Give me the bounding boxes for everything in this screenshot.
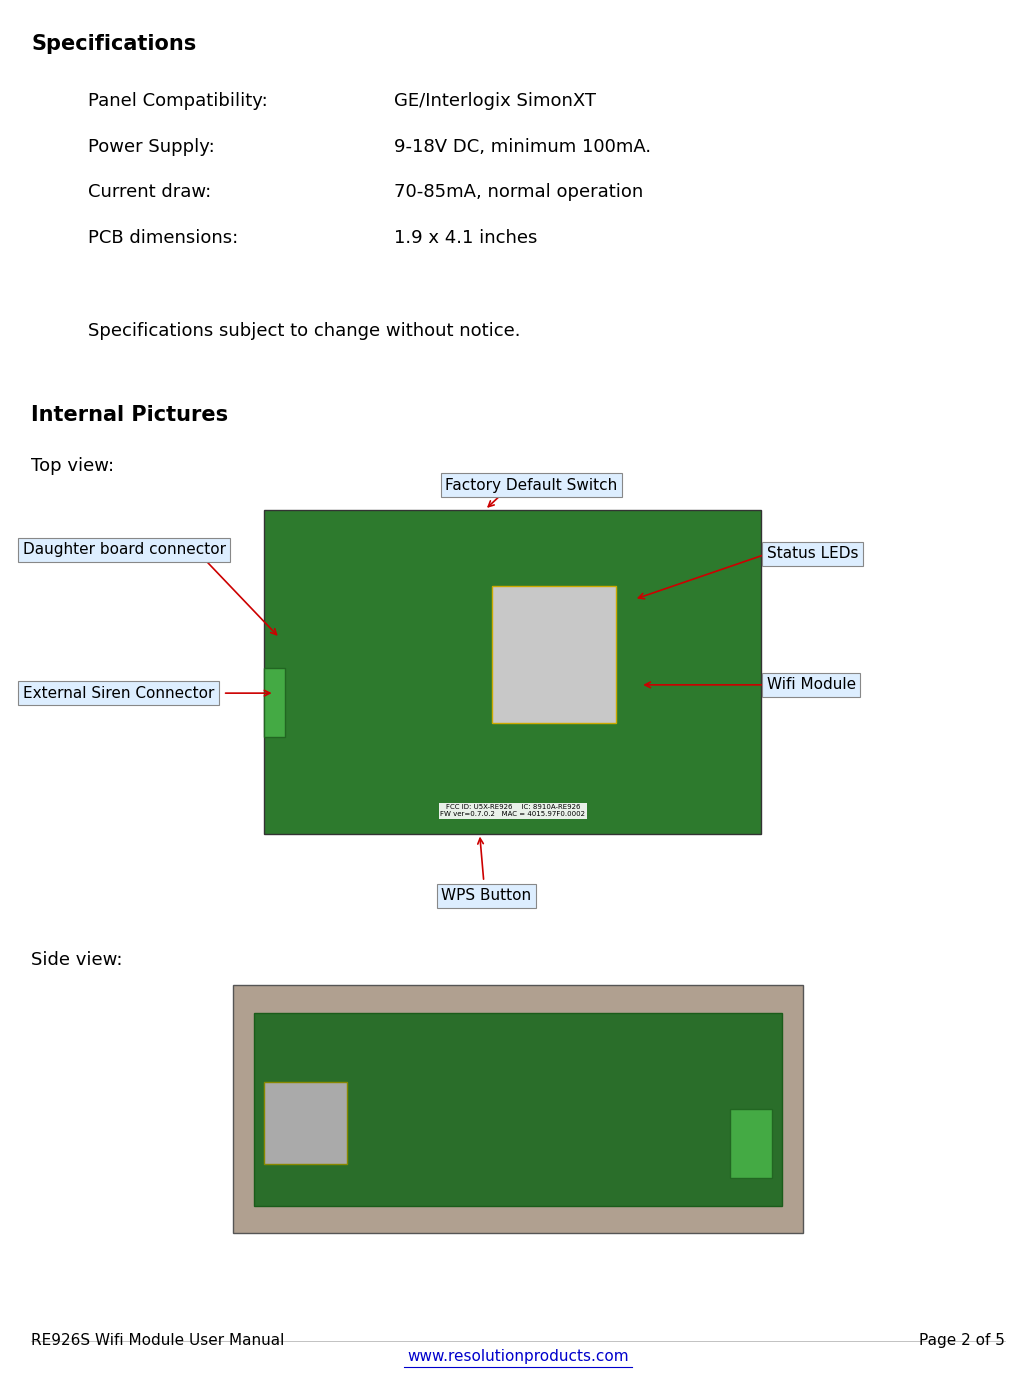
Text: Status LEDs: Status LEDs bbox=[767, 547, 858, 561]
Text: Top view:: Top view: bbox=[31, 457, 114, 475]
Text: www.resolutionproducts.com: www.resolutionproducts.com bbox=[407, 1349, 629, 1364]
Text: 70-85mA, normal operation: 70-85mA, normal operation bbox=[394, 183, 643, 201]
Text: Specifications subject to change without notice.: Specifications subject to change without… bbox=[88, 322, 520, 340]
Text: External Siren Connector: External Siren Connector bbox=[23, 686, 214, 700]
Text: 9-18V DC, minimum 100mA.: 9-18V DC, minimum 100mA. bbox=[394, 138, 651, 156]
FancyBboxPatch shape bbox=[254, 1013, 782, 1206]
Text: RE926S Wifi Module User Manual: RE926S Wifi Module User Manual bbox=[31, 1333, 285, 1348]
Text: WPS Button: WPS Button bbox=[441, 889, 531, 903]
FancyBboxPatch shape bbox=[264, 668, 285, 737]
Text: PCB dimensions:: PCB dimensions: bbox=[88, 229, 238, 247]
Text: Factory Default Switch: Factory Default Switch bbox=[445, 478, 617, 492]
FancyBboxPatch shape bbox=[730, 1109, 772, 1178]
FancyBboxPatch shape bbox=[233, 985, 803, 1233]
FancyBboxPatch shape bbox=[264, 1082, 347, 1164]
FancyBboxPatch shape bbox=[264, 510, 761, 834]
Text: GE/Interlogix SimonXT: GE/Interlogix SimonXT bbox=[394, 92, 596, 110]
FancyBboxPatch shape bbox=[492, 586, 616, 723]
Text: Wifi Module: Wifi Module bbox=[767, 678, 856, 692]
Text: Power Supply:: Power Supply: bbox=[88, 138, 214, 156]
Text: Side view:: Side view: bbox=[31, 951, 122, 969]
Text: Specifications: Specifications bbox=[31, 34, 197, 55]
Text: FCC ID: U5X-RE926    IC: 8910A-RE926
FW ver=0.7.0.2   MAC = 4015.97F0.0002: FCC ID: U5X-RE926 IC: 8910A-RE926 FW ver… bbox=[440, 805, 585, 817]
Text: Page 2 of 5: Page 2 of 5 bbox=[919, 1333, 1005, 1348]
Text: Panel Compatibility:: Panel Compatibility: bbox=[88, 92, 268, 110]
Text: Current draw:: Current draw: bbox=[88, 183, 211, 201]
Text: Daughter board connector: Daughter board connector bbox=[23, 543, 226, 557]
Text: Internal Pictures: Internal Pictures bbox=[31, 405, 228, 426]
Text: 1.9 x 4.1 inches: 1.9 x 4.1 inches bbox=[394, 229, 537, 247]
